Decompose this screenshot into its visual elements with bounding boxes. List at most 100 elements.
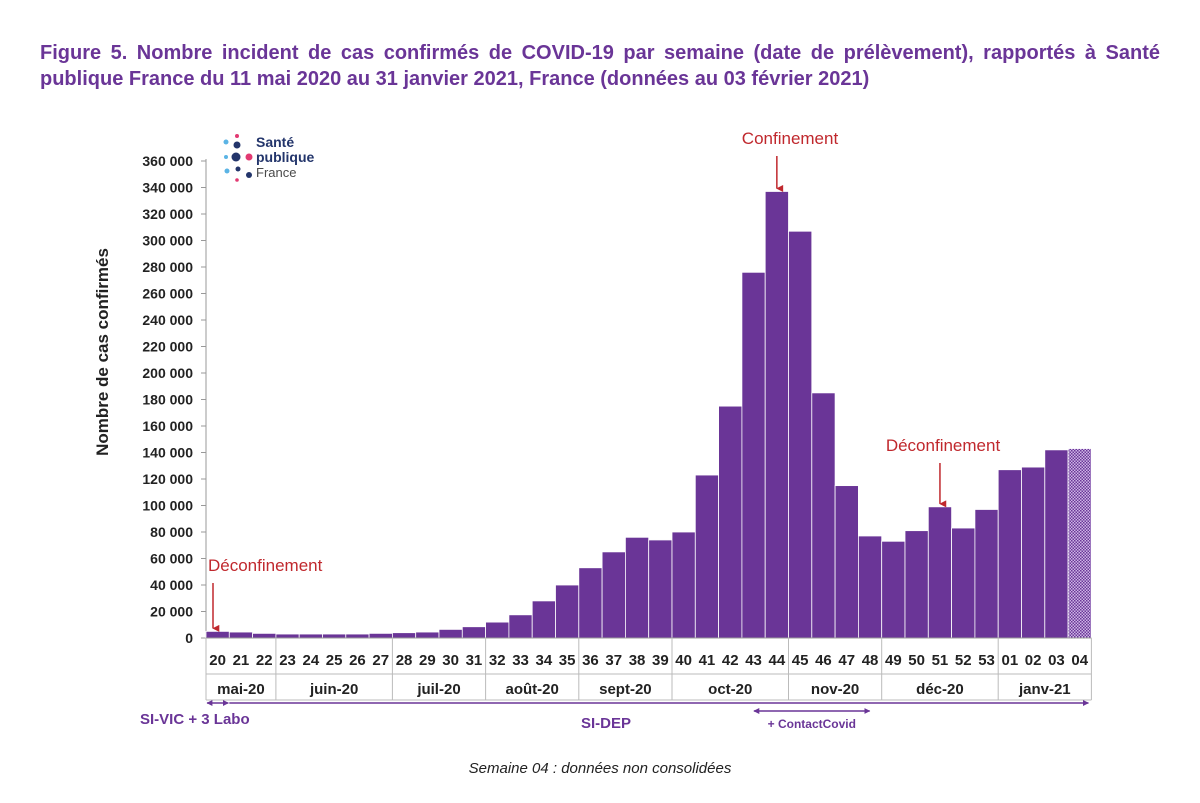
bar-week-04 <box>1067 448 1092 639</box>
sidep-label: SI-DEP <box>581 715 631 732</box>
week-label: 22 <box>256 652 273 669</box>
bar-week-01 <box>997 469 1022 639</box>
y-axis-title: Nombre de cas confirmés <box>93 248 112 456</box>
y-tick-label: 320 000 <box>142 206 193 222</box>
logo-text-sante: Santé <box>256 134 295 150</box>
y-tick-label: 40 000 <box>150 577 193 593</box>
month-label: mai-20 <box>217 681 265 698</box>
bar-week-41 <box>694 474 719 639</box>
week-label: 26 <box>349 652 366 669</box>
bar-week-48 <box>858 535 883 639</box>
bar-week-35 <box>555 584 580 639</box>
y-tick-label: 260 000 <box>142 286 193 302</box>
y-tick-label: 160 000 <box>142 418 193 434</box>
bar-week-25 <box>322 633 347 639</box>
week-label: 49 <box>885 652 902 669</box>
bar-week-42 <box>718 405 743 639</box>
week-label: 37 <box>605 652 622 669</box>
y-tick-label: 300 000 <box>142 233 193 249</box>
bar-week-27 <box>368 632 393 639</box>
bar-week-02 <box>1021 466 1046 639</box>
figure-title: Figure 5. Nombre incident de cas confirm… <box>40 42 1160 90</box>
logo-dots-icon <box>223 134 253 182</box>
week-label: 47 <box>838 652 855 669</box>
logo-text-france: France <box>256 165 297 180</box>
week-label: 04 <box>1071 652 1088 669</box>
bar-week-44 <box>764 191 789 639</box>
week-label: 36 <box>582 652 599 669</box>
sante-publique-france-logo: Santé publique France <box>222 132 352 184</box>
month-label: juil-20 <box>416 681 460 698</box>
bar-week-38 <box>625 536 650 639</box>
bar-week-31 <box>461 626 486 639</box>
bar-week-29 <box>415 631 440 639</box>
bar-week-45 <box>788 230 813 639</box>
week-label: 31 <box>466 652 483 669</box>
week-label: 01 <box>1002 652 1019 669</box>
bar-week-03 <box>1044 449 1069 639</box>
week-label: 23 <box>279 652 296 669</box>
y-tick-label: 360 000 <box>142 153 193 169</box>
week-label: 52 <box>955 652 972 669</box>
week-label: 45 <box>792 652 809 669</box>
week-label: 40 <box>675 652 692 669</box>
y-tick-label: 340 000 <box>142 180 193 196</box>
bar-week-23 <box>275 633 300 639</box>
y-tick-label: 80 000 <box>150 524 193 540</box>
week-label: 33 <box>512 652 529 669</box>
week-label: 27 <box>372 652 389 669</box>
month-label: janv-21 <box>1018 681 1071 698</box>
sivic-label: SI-VIC + 3 Labo <box>140 711 250 728</box>
week-label: 41 <box>699 652 716 669</box>
month-label: oct-20 <box>708 681 752 698</box>
bar-week-51 <box>927 506 952 639</box>
bar-week-53 <box>974 509 999 639</box>
bar-week-43 <box>741 271 766 639</box>
bar-week-32 <box>485 621 510 639</box>
week-label: 38 <box>629 652 646 669</box>
bar-week-21 <box>228 631 254 639</box>
month-label: juin-20 <box>309 681 358 698</box>
bar-week-26 <box>345 633 370 639</box>
y-tick-label: 200 000 <box>142 365 193 381</box>
contactcovid-label: + ContactCovid <box>768 717 856 731</box>
y-tick-label: 280 000 <box>142 259 193 275</box>
week-label: 24 <box>303 652 320 669</box>
annotation-label: Déconfinement <box>208 556 323 575</box>
week-label: 44 <box>769 652 786 669</box>
week-label: 20 <box>209 652 226 669</box>
y-tick-label: 20 000 <box>150 604 193 620</box>
bar-week-52 <box>951 527 976 639</box>
week-label: 25 <box>326 652 343 669</box>
week-label: 43 <box>745 652 762 669</box>
bar-week-28 <box>391 632 417 639</box>
week-label: 02 <box>1025 652 1042 669</box>
week-label: 34 <box>536 652 553 669</box>
bar-week-24 <box>298 633 323 639</box>
bar-week-39 <box>648 539 673 639</box>
week-label: 51 <box>932 652 949 669</box>
y-tick-label: 180 000 <box>142 392 193 408</box>
bar-week-46 <box>811 392 836 639</box>
annotation-label: Déconfinement <box>886 436 1001 455</box>
week-label: 42 <box>722 652 739 669</box>
y-tick-label: 60 000 <box>150 551 193 567</box>
bar-week-20 <box>205 630 230 639</box>
week-label: 30 <box>442 652 459 669</box>
week-label: 32 <box>489 652 506 669</box>
annotation-label: Confinement <box>742 129 839 148</box>
bar-week-47 <box>834 485 859 639</box>
bar-week-30 <box>438 628 463 639</box>
bar-week-50 <box>904 530 929 639</box>
month-label: sept-20 <box>599 681 652 698</box>
week-label: 48 <box>862 652 879 669</box>
week-label: 53 <box>978 652 995 669</box>
bar-week-37 <box>601 551 626 639</box>
week-label: 29 <box>419 652 436 669</box>
y-tick-label: 120 000 <box>142 471 193 487</box>
bar-week-40 <box>671 531 696 639</box>
week-label: 21 <box>233 652 250 669</box>
month-label: août-20 <box>506 681 559 698</box>
